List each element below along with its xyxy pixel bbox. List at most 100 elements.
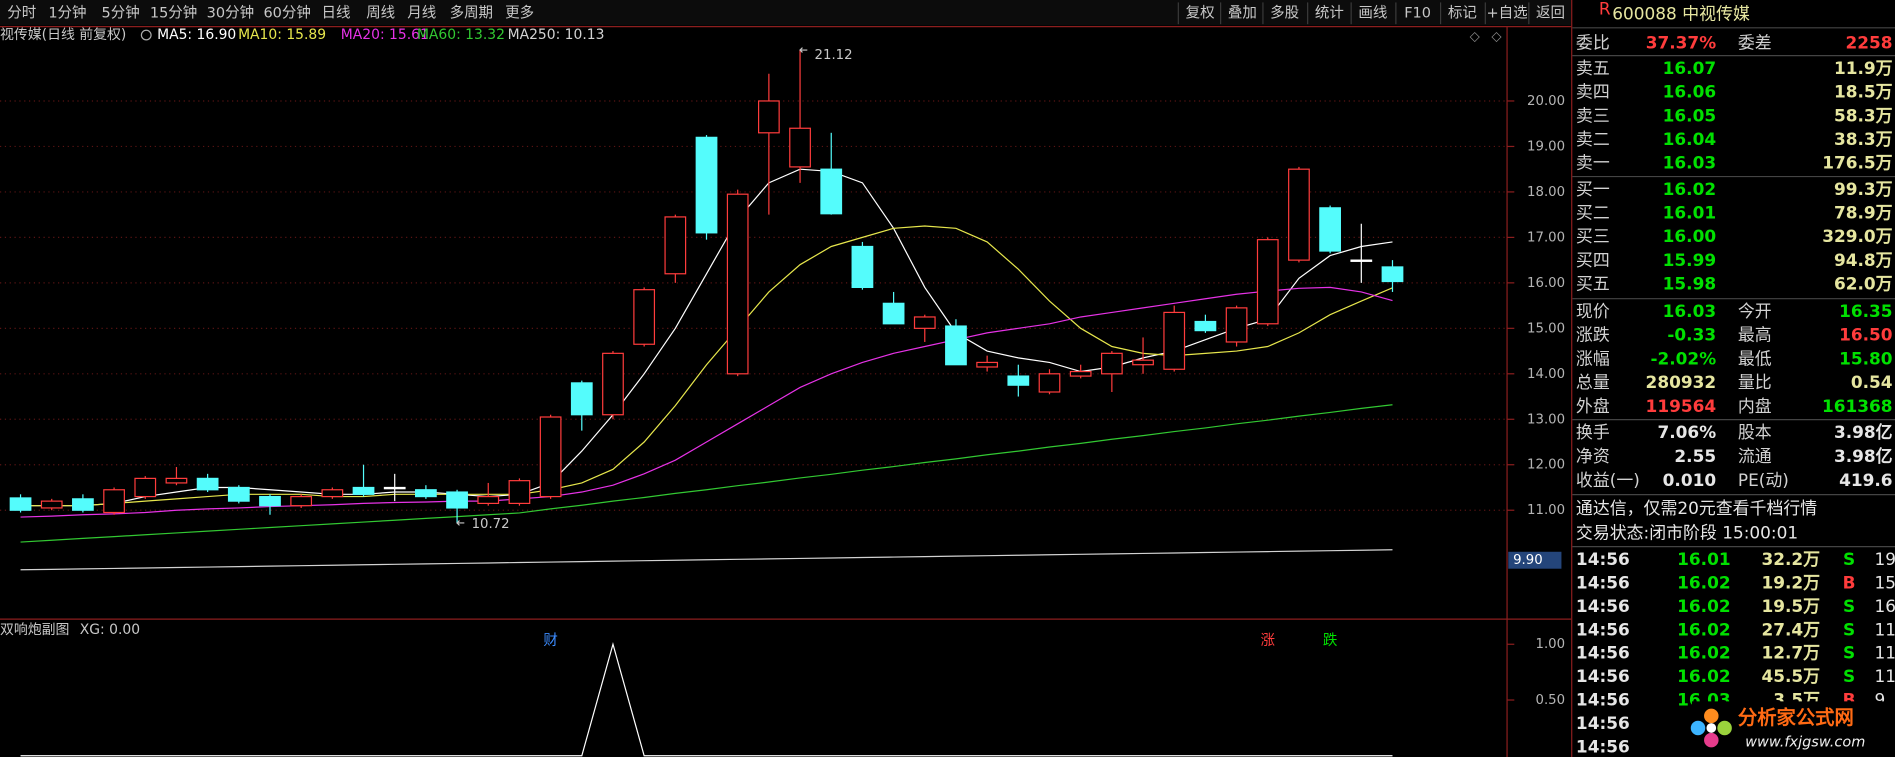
toolbar-tab[interactable]: 60分钟 [263, 4, 310, 21]
field-label: 最低 [1738, 348, 1772, 368]
candle-body [913, 316, 936, 329]
stock-code: 600088 [1612, 4, 1677, 24]
toolbar-button[interactable]: 多股 [1270, 4, 1299, 21]
y-tick-label: 12.00 [1527, 458, 1565, 473]
toolbar-button[interactable]: 返回 [1536, 4, 1565, 21]
toolbar-tab[interactable]: 5分钟 [102, 4, 140, 21]
y-tick-label: 14.00 [1527, 367, 1565, 382]
field-label: 流通 [1738, 446, 1772, 466]
book-price: 16.02 [1663, 179, 1716, 199]
candle-body [695, 136, 718, 234]
candle-body [976, 361, 999, 368]
trade-time: 14:56 [1576, 713, 1630, 733]
trade-volume: 19.2万 [1761, 572, 1820, 592]
toolbar-tab[interactable]: 月线 [407, 4, 436, 21]
y-tick-label: 16.00 [1527, 276, 1565, 291]
toolbar-tab[interactable]: 周线 [366, 4, 395, 21]
trade-count: 11 [1874, 619, 1895, 639]
book-volume: 94.8万 [1834, 250, 1893, 270]
watermark-url: www.fxjgsw.com [1745, 734, 1865, 750]
toolbar-button[interactable]: 标记 [1448, 4, 1477, 21]
candle-body [40, 500, 63, 509]
book-label: 买三 [1576, 226, 1610, 246]
trade-time: 14:56 [1576, 596, 1630, 616]
toolbar-button[interactable]: 复权 [1186, 3, 1215, 21]
notice[interactable]: 通达信，仅需20元查看千档行情 [1576, 498, 1817, 518]
logo-center [1706, 723, 1717, 733]
trade-price: 16.02 [1677, 666, 1730, 686]
candle-body [1288, 168, 1310, 261]
candle-body [820, 168, 843, 215]
toolbar-tab[interactable]: 分时 [7, 4, 36, 21]
book-label: 卖三 [1576, 105, 1610, 125]
toolbar-tab[interactable]: 多周期 [450, 4, 493, 21]
logo-petal [1704, 732, 1719, 748]
toolbar-button[interactable]: 画线 [1358, 4, 1387, 21]
candle-body [72, 498, 94, 511]
y-tick-label: 11.00 [1527, 503, 1565, 518]
trade-price: 16.02 [1677, 572, 1730, 592]
candle-body [165, 477, 188, 484]
icon[interactable]: ◇ [1491, 29, 1502, 44]
field-label: 外盘 [1576, 396, 1610, 416]
icon[interactable]: ◇ [1470, 29, 1481, 44]
annotation-leader [799, 47, 808, 53]
event-marker[interactable]: 跌 [1323, 632, 1338, 649]
trade-side: S [1843, 666, 1855, 686]
toolbar-tab[interactable]: 15分钟 [150, 4, 197, 21]
candle-body [383, 486, 406, 490]
candle-body [945, 325, 967, 366]
field-value: 15.80 [1839, 348, 1892, 368]
y-tick-label: 0.50 [1535, 693, 1565, 708]
trade-side: S [1843, 643, 1855, 663]
trade-time: 14:56 [1576, 643, 1630, 663]
trade-volume: 45.5万 [1761, 666, 1820, 686]
y-tick-label: 1.00 [1535, 637, 1565, 652]
book-label: 买二 [1576, 203, 1610, 223]
y-tick-label: 15.00 [1527, 321, 1565, 336]
flag: R [1599, 0, 1611, 19]
legend-entry: MA20: 15.61 [341, 27, 429, 43]
toolbar-tab[interactable]: 更多 [505, 4, 534, 21]
book-volume: 11.9万 [1834, 58, 1893, 78]
toolbar-tab[interactable]: 1分钟 [48, 4, 86, 21]
field-value: 3.98亿 [1834, 446, 1893, 466]
candle-body [1225, 307, 1248, 343]
candle-body [134, 477, 157, 498]
book-price: 16.03 [1663, 153, 1716, 173]
trade-price: 16.01 [1677, 549, 1730, 569]
y-tick-label: 18.00 [1527, 185, 1565, 200]
event-marker[interactable]: 涨 [1261, 632, 1276, 649]
legend-entry: XG: 0.00 [80, 622, 140, 638]
toolbar-button[interactable]: 统计 [1315, 4, 1344, 21]
candle-body [1381, 266, 1404, 283]
field-value: 0.54 [1851, 372, 1893, 392]
candle-body [508, 480, 531, 505]
toolbar-tab[interactable]: 日线 [321, 4, 350, 21]
legend-entry: MA250: 10.13 [508, 27, 605, 43]
candle-body [726, 193, 749, 375]
candle-body [1194, 320, 1217, 332]
field-label: 股本 [1738, 422, 1772, 442]
book-volume: 176.5万 [1822, 153, 1892, 173]
field-label: 今开 [1738, 301, 1772, 321]
trade-count: 11 [1874, 666, 1895, 686]
trade-time: 14:56 [1576, 737, 1630, 757]
book-volume: 329.0万 [1822, 226, 1892, 246]
legend-entry: MA10: 15.89 [238, 27, 326, 43]
chart-area: 分时 1分钟 5分钟 15分钟 30分钟 60分钟 日线 周线 月线 多周期 更多 复权 叠加 多股 统计画… [0, 2, 1565, 757]
candle-body [446, 491, 468, 509]
logo-petal [1690, 720, 1706, 736]
toolbar-button[interactable]: F10 [1404, 5, 1431, 21]
event-marker[interactable]: 财 [543, 632, 557, 649]
field-value: 16.03 [1663, 301, 1716, 321]
toolbar-button[interactable]: 叠加 [1228, 4, 1257, 21]
toolbar-button[interactable]: +自选 [1486, 4, 1527, 21]
book-label: 卖四 [1576, 82, 1610, 102]
status: 交易状态:闭市阶段 15:00:01 [1576, 522, 1798, 542]
toolbar-tab[interactable]: 30分钟 [207, 4, 254, 21]
watermark-name: 分析家公式网 [1738, 706, 1854, 729]
trade-volume: 12.7万 [1761, 643, 1820, 663]
candle-body [196, 477, 219, 491]
